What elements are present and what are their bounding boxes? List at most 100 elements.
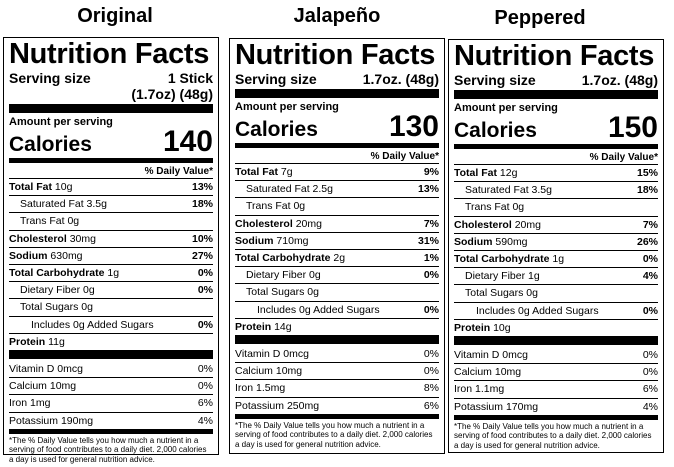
- dietary-fiber-row: Dietary Fiber 0g 0%: [9, 281, 213, 298]
- trans-fat-amount: 0g: [512, 201, 525, 214]
- protein-label: Protein: [454, 321, 491, 334]
- dietary-fiber-dv: 0%: [423, 269, 439, 282]
- total-sugars-label: Total Sugars: [465, 287, 524, 300]
- saturated-fat-amount: 2.5g: [312, 183, 333, 196]
- sodium-row: Sodium 710mg 31%: [235, 231, 439, 249]
- sodium-row: Sodium 630mg 27%: [9, 246, 213, 264]
- calcium-dv: 0%: [197, 380, 213, 393]
- protein-row: Protein 11g: [9, 332, 213, 350]
- total-fat-label: Total Fat: [235, 166, 278, 178]
- thick-divider: [235, 335, 439, 345]
- serving-size-label: Serving size: [235, 71, 317, 87]
- medium-divider: [454, 414, 658, 420]
- amount-per-serving: Amount per serving: [235, 101, 339, 113]
- iron-row: Iron 1.1mg 6%: [454, 380, 658, 397]
- daily-value-header: % Daily Value*: [589, 152, 658, 163]
- total-fat-row: Total Fat 12g 15%: [454, 164, 658, 181]
- potassium-amount: 170mg: [505, 400, 539, 413]
- iron-dv: 6%: [642, 383, 658, 396]
- protein-label: Protein: [9, 335, 46, 348]
- thick-divider: [454, 90, 658, 99]
- potassium-row: Potassium 190mg 4%: [9, 411, 213, 429]
- dietary-fiber-row: Dietary Fiber 1g 4%: [454, 267, 658, 284]
- carbohydrate-label: Total Carbohydrate: [454, 253, 550, 266]
- vitamin-d-row: Vitamin D 0mcg 0%: [235, 346, 439, 362]
- calcium-label: Calcium: [9, 380, 47, 393]
- protein-row: Protein 10g: [454, 318, 658, 336]
- saturated-fat-label: Saturated Fat: [465, 184, 529, 197]
- added-sugars-dv: 0%: [197, 318, 213, 331]
- total-fat-label: Total Fat: [454, 167, 497, 179]
- calcium-amount: 10mg: [49, 380, 77, 393]
- total-fat-amount: 7g: [280, 166, 293, 178]
- cholesterol-label: Cholesterol: [235, 217, 293, 230]
- carbohydrate-amount: 1g: [552, 253, 565, 266]
- potassium-row: Potassium 250mg 6%: [235, 396, 439, 414]
- trans-fat-row: Trans Fat 0g: [235, 197, 439, 214]
- iron-label: Iron: [235, 382, 254, 395]
- serving-size-value: 1.7oz. (48g): [362, 71, 439, 87]
- thick-divider: [454, 336, 658, 346]
- potassium-row: Potassium 170mg 4%: [454, 397, 658, 415]
- carbohydrate-dv: 0%: [642, 253, 658, 266]
- protein-amount: 11g: [48, 335, 65, 348]
- potassium-label: Potassium: [454, 400, 504, 413]
- protein-amount: 14g: [274, 320, 292, 333]
- total-sugars-row: Total Sugars 0g: [9, 298, 213, 315]
- calories-value: 150: [607, 111, 658, 144]
- added-sugars-prefix: Includes: [31, 318, 71, 331]
- vitamin-d-dv: 0%: [423, 348, 439, 361]
- potassium-amount: 190mg: [60, 414, 94, 427]
- protein-amount: 10g: [493, 321, 511, 334]
- iron-dv: 8%: [423, 382, 439, 395]
- iron-amount: 1.5mg: [256, 382, 286, 395]
- protein-label: Protein: [235, 320, 272, 333]
- calcium-row: Calcium 10mg 0%: [454, 363, 658, 380]
- nutrition-facts-title: Nutrition Facts: [454, 40, 655, 72]
- carbohydrate-label: Total Carbohydrate: [9, 267, 105, 280]
- potassium-dv: 4%: [197, 414, 213, 427]
- calcium-amount: 10mg: [494, 366, 522, 379]
- total-sugars-label: Total Sugars: [20, 301, 79, 314]
- carbohydrate-row: Total Carbohydrate 1g 0%: [9, 264, 213, 281]
- calories-value: 140: [162, 125, 213, 158]
- sodium-label: Sodium: [454, 235, 493, 248]
- vitamin-d-row: Vitamin D 0mcg 0%: [9, 361, 213, 377]
- sodium-amount: 710mg: [276, 234, 309, 247]
- flavor-heading-peppered: Peppered: [494, 7, 586, 29]
- serving-size-label: Serving size: [454, 72, 536, 88]
- added-sugars-dv: 0%: [423, 303, 439, 316]
- sodium-label: Sodium: [235, 234, 274, 247]
- vitamin-d-label: Vitamin D: [235, 348, 281, 361]
- iron-label: Iron: [454, 383, 473, 396]
- amount-per-serving: Amount per serving: [454, 102, 558, 114]
- saturated-fat-dv: 18%: [191, 198, 213, 211]
- potassium-dv: 4%: [642, 400, 658, 413]
- sodium-dv: 26%: [636, 235, 658, 248]
- iron-dv: 6%: [197, 397, 213, 410]
- trans-fat-amount: 0g: [293, 200, 306, 213]
- serving-size-row: Serving size 1.7oz. (48g): [235, 71, 439, 87]
- calcium-label: Calcium: [454, 366, 492, 379]
- thick-divider: [235, 89, 439, 98]
- added-sugars-row: Includes 0g Added Sugars 0%: [9, 315, 213, 333]
- iron-row: Iron 1.5mg 8%: [235, 379, 439, 396]
- dietary-fiber-dv: 4%: [642, 270, 658, 283]
- vitamin-d-dv: 0%: [642, 349, 658, 362]
- saturated-fat-dv: 18%: [636, 184, 658, 197]
- dietary-fiber-amount: 0g: [83, 284, 95, 297]
- sodium-dv: 31%: [417, 234, 439, 247]
- medium-divider: [235, 143, 439, 148]
- carbohydrate-dv: 1%: [423, 252, 439, 265]
- trans-fat-amount: 0g: [67, 215, 80, 228]
- potassium-dv: 6%: [423, 399, 439, 412]
- total-fat-dv: 13%: [191, 181, 213, 193]
- nutrition-label-jalapeno: Nutrition Facts Serving size 1.7oz. (48g…: [229, 38, 445, 454]
- carbohydrate-amount: 2g: [333, 252, 346, 265]
- saturated-fat-dv: 13%: [417, 183, 439, 196]
- calories-row: Calories 130: [235, 112, 439, 142]
- vitamin-d-label: Vitamin D: [454, 349, 500, 362]
- total-sugars-row: Total Sugars 0g: [235, 283, 439, 300]
- nutrition-label-peppered: Nutrition Facts Serving size 1.7oz. (48g…: [448, 39, 664, 453]
- added-sugars-prefix: Includes: [476, 304, 516, 317]
